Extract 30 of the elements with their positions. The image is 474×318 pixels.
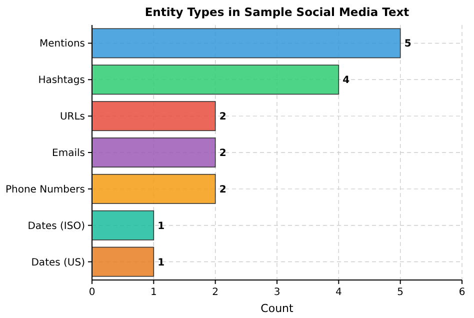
data-label: 1 <box>158 257 165 268</box>
y-tick-label: URLs <box>60 112 85 123</box>
data-label: 4 <box>342 75 350 86</box>
y-tick-label: Dates (ISO) <box>28 220 86 232</box>
y-tick-label: Dates (US) <box>31 257 86 268</box>
data-label: 2 <box>219 112 226 123</box>
x-tick-label: 6 <box>458 287 466 298</box>
x-tick-label: 2 <box>212 287 219 298</box>
x-tick-label: 5 <box>397 287 404 298</box>
bar <box>92 174 216 204</box>
bar <box>92 246 154 277</box>
x-tick-label: 1 <box>150 287 157 298</box>
bar <box>92 28 401 58</box>
y-tick-label: Phone Numbers <box>5 184 85 196</box>
bar <box>92 210 154 240</box>
x-tick-label: 3 <box>274 287 280 298</box>
data-label: 1 <box>158 220 165 232</box>
bar <box>92 101 216 132</box>
y-tick-label: Mentions <box>40 38 85 50</box>
x-tick-label: 0 <box>88 287 96 298</box>
bar <box>92 64 340 95</box>
chart-title: Entity Types in Sample Social Media Text <box>144 5 410 19</box>
data-label: 5 <box>404 38 412 50</box>
bar <box>92 138 216 168</box>
x-tick-label: 4 <box>335 287 342 298</box>
data-label: 2 <box>219 148 226 159</box>
x-axis-title: Count <box>260 302 294 315</box>
y-tick-label: Hashtags <box>38 75 85 86</box>
y-tick-label: Emails <box>52 148 85 159</box>
data-label: 2 <box>219 184 226 196</box>
